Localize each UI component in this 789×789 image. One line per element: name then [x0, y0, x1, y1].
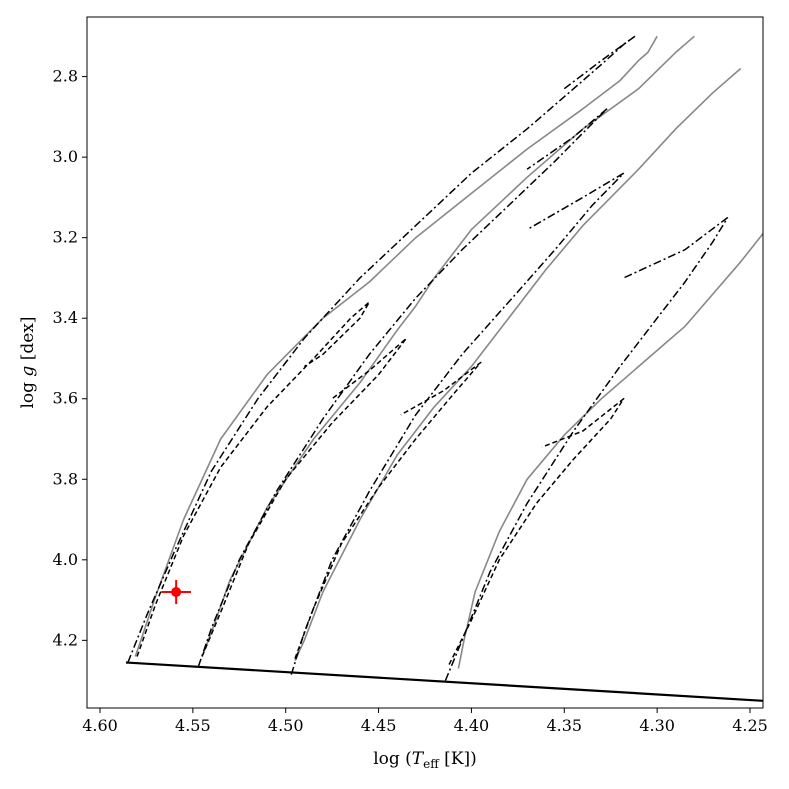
track-dashed-9	[201, 337, 408, 657]
x-tick-label: 4.35	[546, 716, 582, 735]
x-tick-label: 4.30	[639, 716, 675, 735]
zams-line	[125, 661, 763, 702]
track-solid-3	[457, 233, 763, 669]
track-dashed-12	[294, 361, 482, 659]
track-solid-0	[134, 35, 658, 657]
y-tick-label: 4.2	[53, 630, 78, 649]
track-dashdot-7	[197, 108, 608, 667]
y-axis-label: log g [dex]	[18, 316, 38, 408]
track-dashdot-13	[444, 217, 729, 681]
x-tick-label: 4.55	[175, 716, 211, 735]
y-tick-label: 3.4	[53, 308, 78, 327]
track-solid-2	[294, 67, 742, 661]
y-tick-label: 3.8	[53, 469, 78, 488]
observed-point-marker	[171, 587, 182, 598]
x-tick-label: 4.50	[268, 716, 304, 735]
track-dashdot-4	[127, 35, 636, 663]
plot-area	[125, 35, 763, 702]
y-tick-label: 2.8	[53, 67, 78, 86]
track-dashdot-14	[623, 216, 729, 279]
x-axis-label: log (Teff [K])	[373, 749, 477, 771]
y-tick-label: 4.0	[53, 550, 78, 569]
x-tick-label: 4.60	[82, 716, 118, 735]
y-tick-label: 3.2	[53, 228, 78, 247]
y-tick-label: 3.6	[53, 389, 78, 408]
axis-ticks: 4.60 4.55 4.50 4.45 4.40 4.35 4.30 4.25 2.8 3.0 3.…	[53, 67, 768, 735]
x-tick-label: 4.45	[361, 716, 397, 735]
track-dashed-6	[136, 301, 371, 657]
y-tick-label: 3.0	[53, 147, 78, 166]
x-tick-label: 4.25	[732, 716, 768, 735]
track-dashdot-11	[526, 172, 625, 231]
observed-star-point	[161, 579, 191, 605]
track-dashed-15	[448, 397, 625, 665]
axes-frame	[86, 16, 764, 709]
track-solid-1	[201, 35, 695, 657]
track-dashdot-8	[526, 108, 608, 170]
x-tick-label: 4.40	[454, 716, 490, 735]
